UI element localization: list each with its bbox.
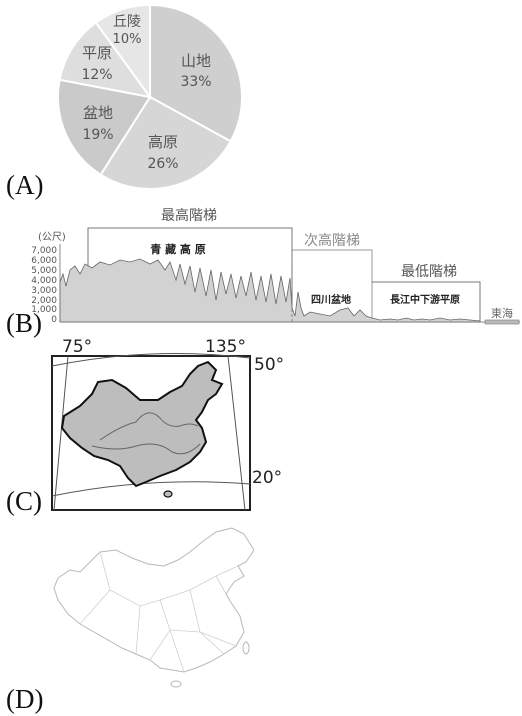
pie-pct-plateau: 26%: [147, 156, 178, 172]
terrain-pie-chart: 山地 33% 高原 26% 盆地 19% 平原 12% 丘陵 10%: [57, 3, 243, 190]
region-sea-label: 東海: [491, 306, 513, 320]
pie-pct-basin: 19%: [82, 127, 113, 143]
region-basin-label: 四川盆地: [311, 293, 351, 306]
pie-slice-2: [57, 78, 152, 177]
elevation-profile: (公尺) 7,000 6,000 5,000 4,000 3,000 2,000…: [31, 207, 520, 325]
pie-pct-hills: 10%: [113, 32, 142, 47]
y-tick: 4,000: [31, 276, 57, 286]
pie-slice-0: [149, 3, 243, 143]
pie-label-basin: 盆地: [83, 104, 113, 122]
option-a-label: (A): [6, 170, 44, 200]
pie-label-mountain: 山地: [181, 52, 211, 70]
region-plain-label: 長江中下游平原: [390, 293, 460, 306]
hainan-island-d: [170, 680, 182, 688]
china-outline: [60, 360, 224, 488]
pie-pct-plain: 12%: [81, 67, 112, 83]
pie-label-plateau: 高原: [148, 133, 178, 151]
latitude-line-north: [51, 353, 251, 367]
pie-label-plain: 平原: [82, 44, 112, 62]
y-tick: 5,000: [31, 266, 57, 276]
longitude-label-right: 135°: [205, 337, 246, 357]
step-lowest-box: [372, 281, 481, 322]
terrain-profile: [59, 258, 481, 323]
latitude-label-top: 50°: [254, 355, 284, 375]
china-province-map: [53, 527, 255, 688]
y-tick: 2,000: [31, 296, 57, 306]
step-middle-label: 次高階梯: [304, 232, 360, 249]
latitude-line-south: [51, 481, 251, 497]
y-tick: 7,000: [31, 246, 57, 256]
y-tick: 6,000: [31, 256, 57, 266]
province-boundaries: [79, 551, 239, 673]
step-highest-label: 最高階梯: [161, 207, 217, 224]
pie-slice-4: [94, 3, 151, 101]
y-tick: 3,000: [31, 286, 57, 296]
step-middle-box: [292, 249, 373, 322]
longitude-label-left: 75°: [62, 337, 92, 357]
pie-slice-1: [99, 95, 232, 190]
longitude-line-east: [227, 355, 246, 511]
pie-slice-3: [58, 21, 153, 99]
pie-pct-mountain: 33%: [180, 74, 211, 90]
longitude-line-west: [53, 355, 69, 511]
option-d-label: (D): [6, 684, 44, 714]
china-province-outline: [53, 527, 255, 673]
y-tick: 0: [51, 315, 57, 325]
taiwan-island-d: [242, 641, 250, 655]
pie-label-hills: 丘陵: [113, 14, 141, 30]
option-b-label: (B): [6, 308, 42, 338]
option-c-label: (C): [6, 486, 42, 516]
latitude-label-bottom: 20°: [252, 468, 282, 488]
yangtze-river: [91, 443, 201, 455]
china-graticule-map: 75° 135° 50° 20°: [51, 337, 284, 511]
east-sea-strip: [484, 319, 520, 325]
step-lowest-label: 最低階梯: [401, 264, 457, 280]
y-axis-ticks: 7,000 6,000 5,000 4,000 3,000 2,000 1,00…: [31, 246, 57, 325]
y-tick: 1,000: [31, 305, 57, 315]
hainan-island: [163, 490, 173, 498]
region-plateau-label: 青 藏 高 原: [150, 242, 206, 256]
profile-unit: (公尺): [38, 231, 66, 243]
yellow-river: [99, 412, 199, 441]
